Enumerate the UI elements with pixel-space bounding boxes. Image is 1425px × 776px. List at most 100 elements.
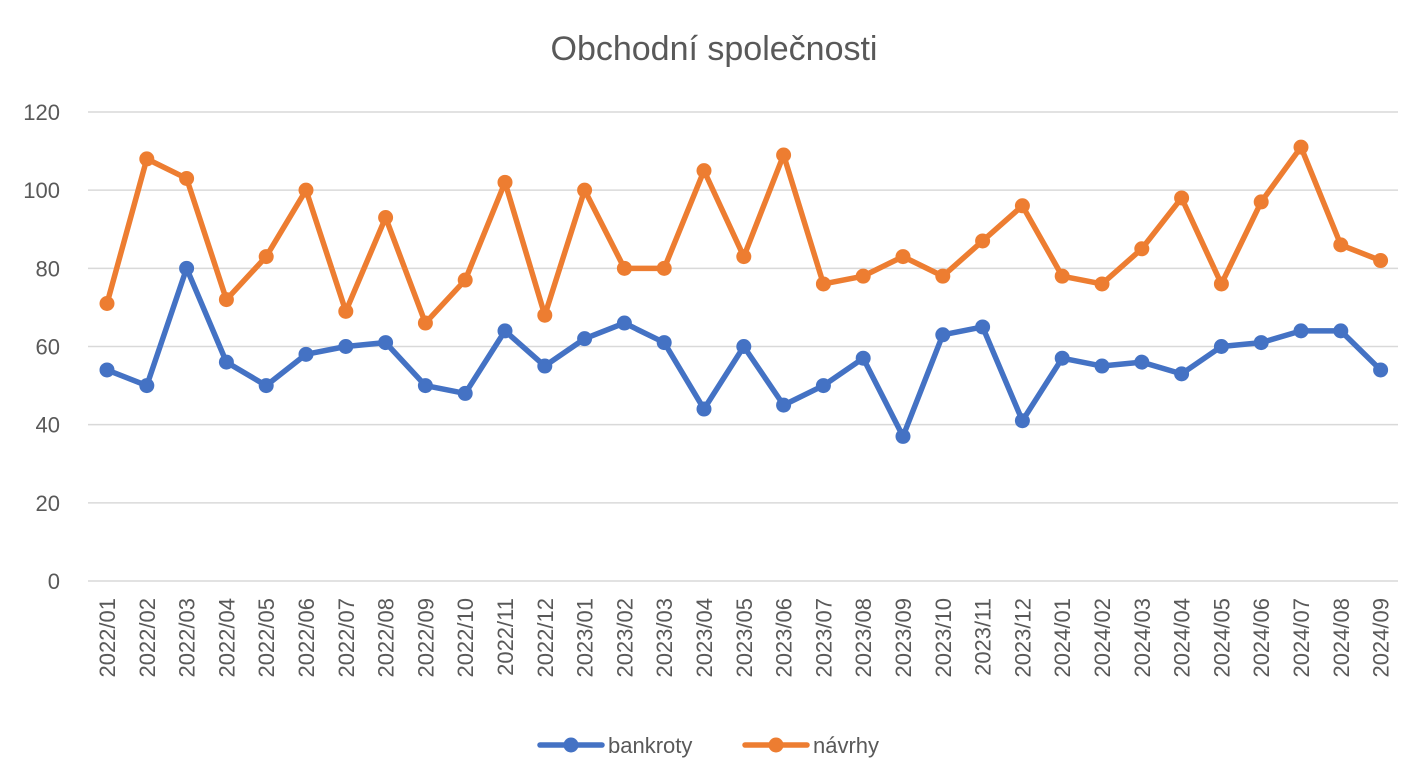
x-tick-label: 2023/10 [931, 598, 956, 678]
legend-swatch-marker [563, 737, 579, 753]
data-point [497, 174, 513, 190]
data-point [338, 339, 354, 354]
data-point [656, 335, 672, 351]
series-lines [99, 139, 1389, 444]
x-tick-label: 2022/05 [254, 598, 279, 678]
x-tick-label: 2023/12 [1010, 598, 1035, 678]
data-point [736, 249, 752, 265]
legend-label: bankroty [608, 733, 692, 758]
legend: bankroty návrhy [537, 733, 879, 758]
data-point [1014, 413, 1030, 429]
y-tick-label: 60 [36, 335, 60, 360]
y-tick-label: 80 [36, 256, 60, 281]
x-tick-label: 2023/05 [732, 598, 757, 678]
x-tick-label: 2024/05 [1209, 598, 1234, 678]
data-point [895, 249, 911, 265]
data-point [258, 249, 274, 265]
y-tick-label: 100 [23, 178, 60, 203]
legend-item-bankroty: bankroty [537, 733, 692, 758]
x-tick-label: 2022/09 [413, 598, 438, 678]
data-point [1134, 354, 1150, 370]
x-tick-label: 2023/06 [772, 598, 797, 678]
data-point [1134, 241, 1150, 257]
data-point [1333, 237, 1349, 253]
data-point [378, 335, 394, 351]
data-point [1373, 253, 1389, 269]
y-tick-label: 120 [23, 100, 60, 125]
data-point [1253, 194, 1269, 210]
data-point [895, 428, 911, 444]
x-tick-label: 2024/01 [1050, 598, 1075, 678]
data-point [417, 378, 433, 394]
data-point [1333, 323, 1349, 339]
x-tick-label: 2023/01 [573, 598, 598, 678]
x-tick-label: 2023/11 [971, 598, 996, 676]
data-point [417, 315, 433, 331]
data-point [696, 163, 712, 179]
x-tick-label: 2022/01 [95, 598, 120, 678]
data-point [258, 378, 274, 394]
data-point [1213, 276, 1229, 292]
x-tick-label: 2023/09 [891, 598, 916, 678]
data-point [1094, 358, 1110, 374]
data-point [855, 268, 871, 284]
data-point [1174, 190, 1190, 206]
data-point [1213, 339, 1229, 354]
x-tick-label: 2024/09 [1369, 598, 1394, 678]
x-tick-label: 2023/04 [692, 598, 717, 678]
data-point [179, 170, 195, 186]
y-tick-label: 20 [36, 491, 60, 516]
data-point [1054, 268, 1070, 284]
series-návrhy [99, 139, 1389, 331]
data-point [99, 296, 115, 312]
data-point [537, 358, 553, 374]
data-point [935, 327, 951, 343]
data-point [1293, 323, 1309, 339]
data-point [457, 385, 473, 401]
chart-title: Obchodní společnosti [551, 30, 878, 68]
x-tick-label: 2024/08 [1329, 598, 1354, 678]
data-point [736, 339, 752, 354]
data-point [1373, 362, 1389, 378]
legend-swatch-marker [768, 737, 784, 753]
data-point [218, 354, 234, 370]
data-point [577, 182, 593, 198]
x-tick-label: 2024/03 [1130, 598, 1155, 678]
data-point [577, 331, 593, 347]
data-point [139, 378, 155, 394]
x-tick-label: 2022/02 [135, 598, 160, 678]
data-point [338, 303, 354, 319]
x-tick-label: 2024/06 [1249, 598, 1274, 678]
data-point [457, 272, 473, 288]
data-point [497, 323, 513, 339]
data-point [139, 151, 155, 167]
x-tick-label: 2023/02 [612, 598, 637, 678]
x-tick-label: 2022/04 [214, 598, 239, 678]
data-point [616, 315, 632, 331]
x-tick-label: 2022/07 [334, 598, 359, 678]
legend-item-návrhy: návrhy [742, 733, 879, 758]
x-tick-label: 2022/10 [453, 598, 478, 678]
data-point [298, 346, 314, 362]
data-point [298, 182, 314, 198]
data-point [99, 362, 115, 378]
x-tick-label: 2022/11 [493, 598, 518, 676]
data-point [179, 260, 195, 276]
data-point [975, 319, 991, 335]
data-point [815, 378, 831, 394]
data-point [1253, 335, 1269, 351]
data-point [218, 292, 234, 308]
x-tick-label: 2023/07 [811, 598, 836, 678]
x-tick-label: 2022/12 [533, 598, 558, 678]
y-tick-label: 0 [48, 569, 60, 594]
x-tick-label: 2024/02 [1090, 598, 1115, 678]
series-line [104, 144, 1384, 326]
data-point [696, 401, 712, 417]
x-tick-label: 2023/08 [851, 598, 876, 678]
data-point [656, 260, 672, 276]
data-point [537, 307, 553, 323]
series-bankroty [99, 260, 1389, 444]
data-point [1014, 198, 1030, 214]
